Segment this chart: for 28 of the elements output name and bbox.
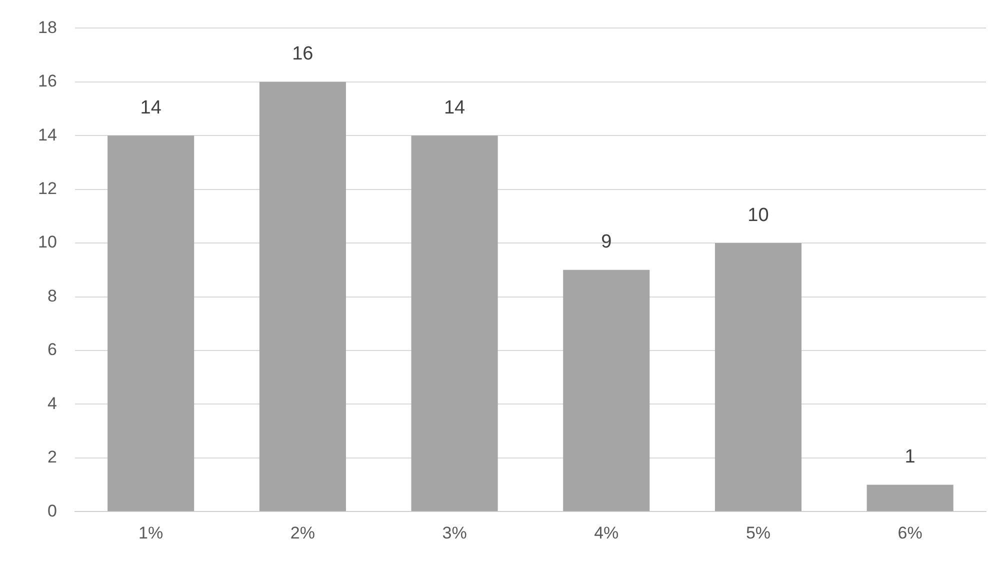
x-tick-label: 1%	[138, 523, 164, 542]
x-tick-label: 3%	[442, 523, 467, 542]
data-label: 16	[292, 44, 314, 65]
y-tick-label: 12	[38, 179, 57, 198]
y-tick-label: 14	[38, 125, 57, 144]
data-label: 14	[140, 97, 162, 118]
x-tick-label: 5%	[746, 523, 771, 542]
bar	[866, 484, 954, 512]
bar	[714, 243, 802, 512]
y-tick-label: 0	[47, 501, 57, 520]
y-tick-label: 16	[38, 72, 57, 91]
y-tick-label: 18	[38, 18, 57, 37]
y-tick-label: 10	[38, 232, 57, 252]
bar	[108, 136, 194, 512]
data-label: 10	[748, 204, 769, 226]
bar	[259, 82, 346, 512]
data-label: 9	[601, 232, 612, 253]
x-tick-label: 6%	[898, 523, 922, 542]
y-tick-label: 6	[47, 340, 57, 360]
data-label: 1	[904, 446, 916, 468]
data-label: 14	[444, 97, 466, 118]
x-tick-label: 2%	[290, 523, 315, 542]
bar	[563, 270, 650, 512]
y-tick-label: 4	[47, 394, 57, 413]
x-tick-label: 4%	[594, 523, 619, 542]
bar	[411, 136, 498, 512]
y-tick-label: 8	[47, 286, 57, 306]
y-tick-label: 2	[47, 448, 57, 467]
